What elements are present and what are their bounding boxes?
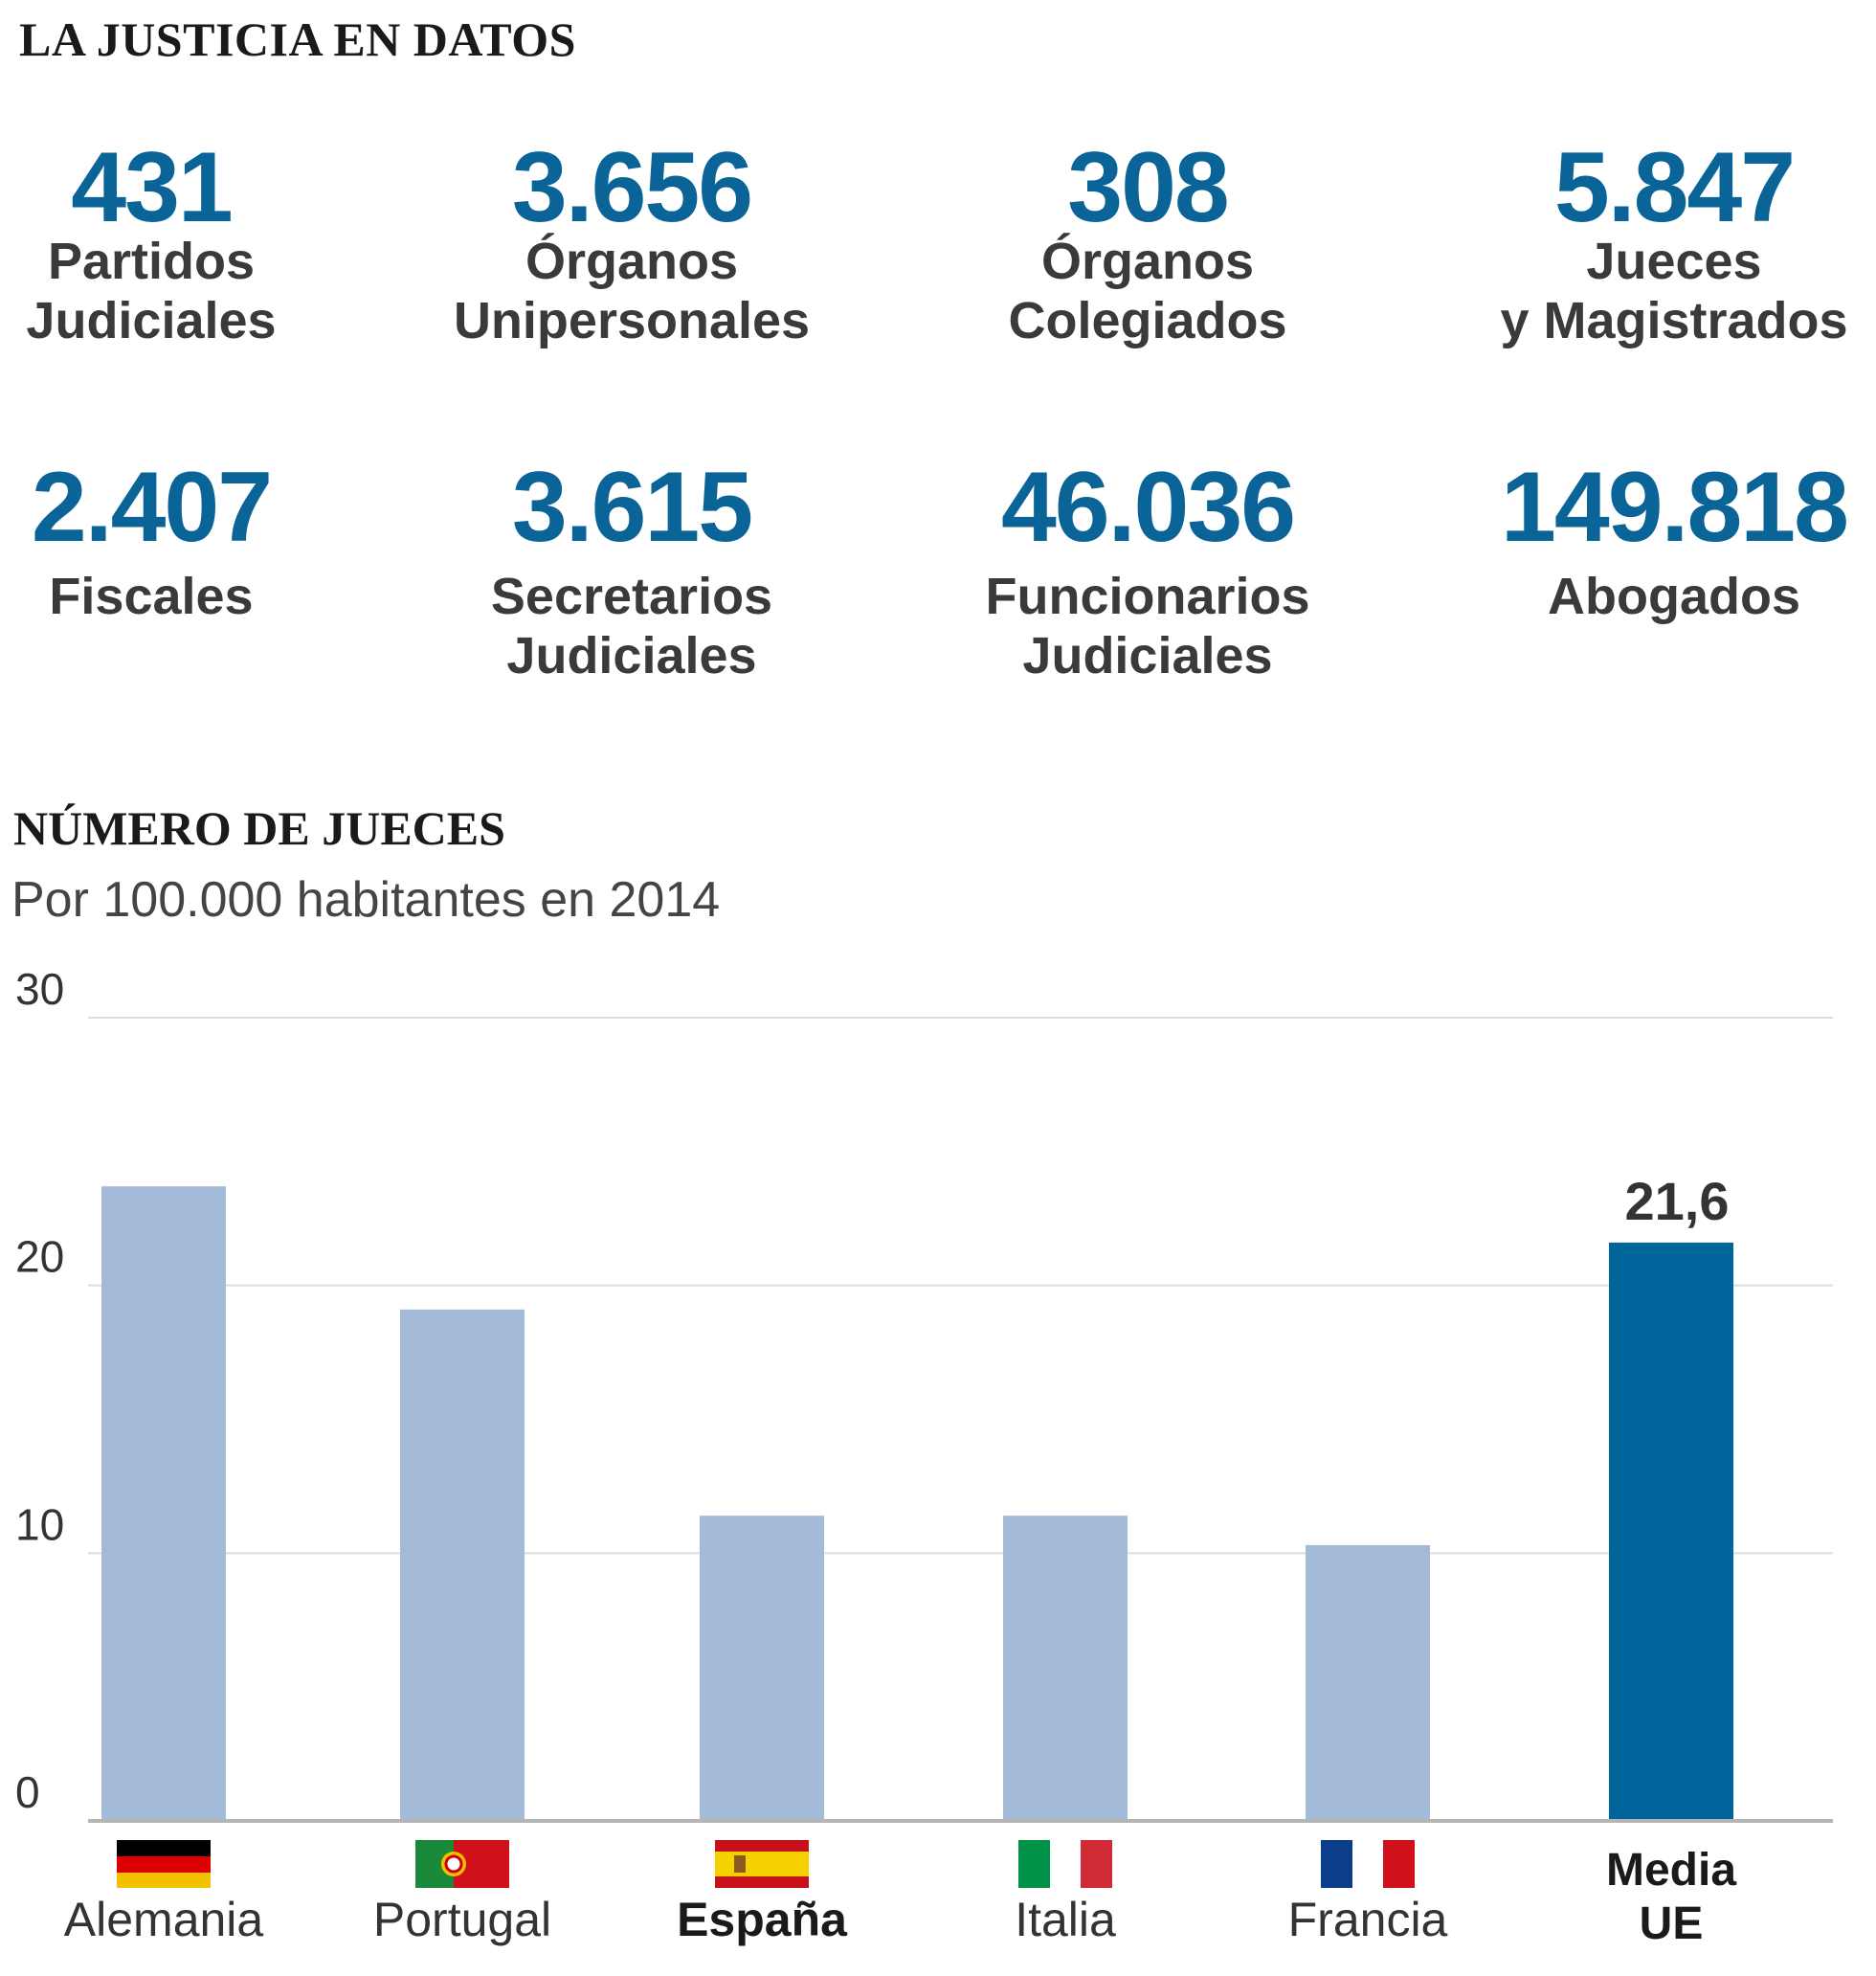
x-tick-label: Media UE [1606, 1844, 1736, 1951]
x-tick-label-line: UE [1639, 1898, 1704, 1949]
x-tick-label: Italia [1015, 1894, 1116, 1945]
stat-card: 2.407 Fiscales [0, 458, 381, 626]
germany-flag-icon [117, 1840, 211, 1888]
bar-portugal [400, 1309, 525, 1821]
stat-card: 3.615 Secretarios Judiciales [402, 458, 861, 685]
chart-title: NÚMERO DE JUECES [13, 801, 505, 855]
stat-label: Fiscales [0, 567, 381, 626]
data-label: 21,6 [1625, 1171, 1730, 1231]
stat-label: Órganos Colegiados [918, 232, 1377, 350]
stat-label: Partidos Judiciales [0, 232, 381, 350]
x-tick-label: España [677, 1894, 847, 1945]
stat-value: 149.818 [1501, 452, 1849, 563]
france-flag-icon [1321, 1840, 1415, 1888]
stat-label-line: y Magistrados [1500, 292, 1848, 349]
stat-label-line: Fiscales [49, 568, 254, 625]
stat-value: 5.847 [1553, 132, 1796, 243]
x-tick-label-line: España [677, 1893, 847, 1946]
stat-label-line: Funcionarios [985, 568, 1310, 625]
stat-value: 3.615 [511, 452, 753, 563]
x-tick-label-line: Media [1605, 1845, 1737, 1896]
portugal-flag-icon [415, 1840, 509, 1888]
stat-label-line: Judiciales [26, 292, 277, 349]
stat-label: Órganos Unipersonales [402, 232, 861, 350]
stat-card: 308 Órganos Colegiados [918, 138, 1377, 350]
stat-label-line: Judiciales [506, 627, 757, 685]
stat-label-line: Secretarios [490, 568, 773, 625]
stat-label: Secretarios Judiciales [402, 567, 861, 685]
x-tick-label-line: Francia [1287, 1893, 1448, 1946]
x-tick-label: Portugal [373, 1894, 551, 1945]
stat-label: Funcionarios Judiciales [918, 567, 1377, 685]
stat-card: 5.847 Jueces y Magistrados [1444, 138, 1876, 350]
x-tick-label-line: Portugal [372, 1893, 552, 1946]
x-tick-label-line: Alemania [63, 1893, 264, 1946]
bar-francia [1306, 1544, 1430, 1821]
spain-flag-icon [715, 1840, 809, 1888]
page-title: LA JUSTICIA EN DATOS [19, 12, 576, 66]
stat-label-line: Unipersonales [453, 292, 811, 349]
stat-value: 431 [71, 132, 234, 243]
stat-label: Abogados [1444, 567, 1876, 626]
stat-label: Jueces y Magistrados [1444, 232, 1876, 350]
y-tick-label: 20 [15, 1232, 64, 1282]
chart-subtitle: Por 100.000 habitantes en 2014 [11, 872, 721, 928]
stat-card: 3.656 Órganos Unipersonales [402, 138, 861, 350]
bar-italia [1003, 1516, 1128, 1821]
stat-label-line: Jueces [1586, 233, 1762, 290]
stat-value: 308 [1067, 132, 1230, 243]
bar-media-ue [1609, 1242, 1733, 1821]
stat-label-line: Órganos [525, 233, 739, 290]
stat-card: 149.818 Abogados [1444, 458, 1876, 626]
stat-card: 46.036 Funcionarios Judiciales [918, 458, 1377, 685]
stat-label-line: Partidos [47, 233, 256, 290]
x-tick-label-line: Italia [1015, 1893, 1116, 1946]
bar-españa [700, 1516, 824, 1821]
x-tick-label: Francia [1288, 1894, 1448, 1945]
stat-label-line: Judiciales [1022, 627, 1273, 685]
stat-value: 3.656 [511, 132, 753, 243]
stat-label-line: Colegiados [1008, 292, 1287, 349]
stat-value: 2.407 [31, 452, 273, 563]
bar-alemania [101, 1186, 226, 1821]
stat-label-line: Órganos [1040, 233, 1255, 290]
x-tick-label: Alemania [64, 1894, 263, 1945]
y-tick-label: 0 [15, 1767, 40, 1817]
y-tick-label: 10 [15, 1499, 64, 1549]
y-tick-label: 30 [15, 964, 64, 1014]
italy-flag-icon [1018, 1840, 1112, 1888]
stat-value: 46.036 [1000, 452, 1296, 563]
stat-card: 431 Partidos Judiciales [0, 138, 381, 350]
stat-label-line: Abogados [1548, 568, 1800, 625]
